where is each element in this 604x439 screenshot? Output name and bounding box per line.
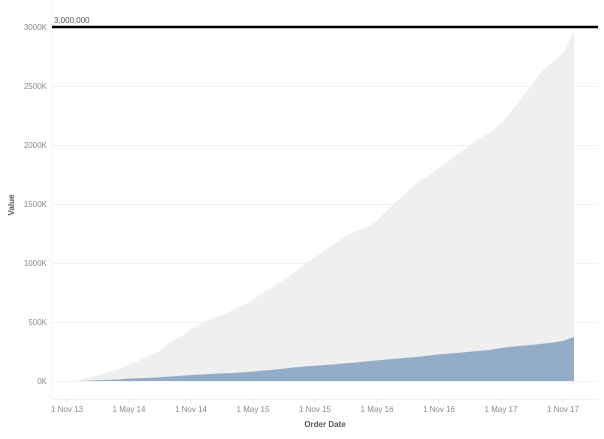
y-tick-label: 2000K bbox=[24, 141, 48, 150]
lower-area-series[interactable] bbox=[77, 337, 575, 381]
x-tick-label: 1 Nov 15 bbox=[299, 405, 332, 414]
upper-area-series[interactable] bbox=[77, 32, 575, 382]
y-tick-label: 500K bbox=[28, 318, 47, 327]
x-tick-label: 1 May 16 bbox=[361, 405, 394, 414]
y-tick-label: 1500K bbox=[24, 200, 48, 209]
y-tick-label: 2500K bbox=[24, 82, 48, 91]
x-tick-label: 1 Nov 17 bbox=[547, 405, 580, 414]
x-tick-label: 1 Nov 13 bbox=[51, 405, 84, 414]
reference-line-label: 3,000,000 bbox=[54, 16, 90, 25]
x-tick-label: 1 Nov 16 bbox=[423, 405, 456, 414]
x-tick-label: 1 May 17 bbox=[485, 405, 518, 414]
y-axis-title: Value bbox=[7, 194, 16, 215]
y-tick-label: 1000K bbox=[24, 259, 48, 268]
x-tick-label: 1 May 15 bbox=[237, 405, 270, 414]
y-tick-label: 0K bbox=[37, 377, 47, 386]
x-axis-ticks: 1 Nov 13 1 May 14 1 Nov 14 1 May 15 1 Nov 15… bbox=[51, 399, 580, 414]
y-axis-ticks: 0K 500K 1000K 1500K 2000K 2500K 3000K bbox=[24, 23, 48, 386]
x-tick-label: 1 Nov 14 bbox=[175, 405, 208, 414]
x-axis-title: Order Date bbox=[304, 420, 346, 429]
x-tick-label: 1 May 14 bbox=[113, 405, 146, 414]
y-tick-label: 3000K bbox=[24, 23, 48, 32]
